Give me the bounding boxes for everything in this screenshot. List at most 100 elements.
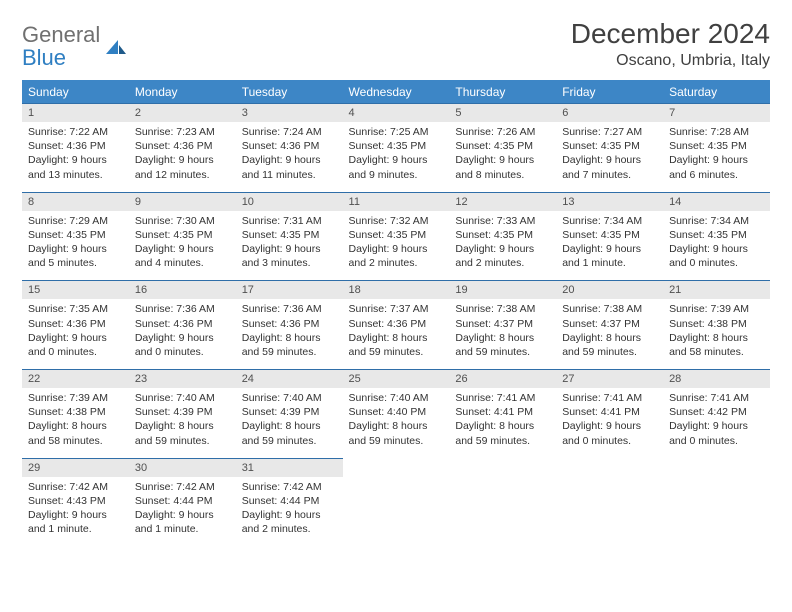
day-daylight2: and 4 minutes. xyxy=(135,256,230,270)
day-daylight1: Daylight: 9 hours xyxy=(28,508,123,522)
day-sunset: Sunset: 4:35 PM xyxy=(669,139,764,153)
day-daylight1: Daylight: 9 hours xyxy=(135,508,230,522)
day-daylight1: Daylight: 8 hours xyxy=(349,331,444,345)
day-number: 14 xyxy=(663,192,770,211)
day-sunset: Sunset: 4:36 PM xyxy=(349,317,444,331)
day-sunset: Sunset: 4:35 PM xyxy=(242,228,337,242)
header: General Blue December 2024 Oscano, Umbri… xyxy=(22,18,770,70)
day-sunrise: Sunrise: 7:27 AM xyxy=(562,125,657,139)
day-daylight2: and 11 minutes. xyxy=(242,168,337,182)
day-number: 10 xyxy=(236,192,343,211)
day-sunset: Sunset: 4:36 PM xyxy=(242,139,337,153)
day-daylight2: and 1 minute. xyxy=(562,256,657,270)
day-daylight1: Daylight: 8 hours xyxy=(28,419,123,433)
day-number: 13 xyxy=(556,192,663,211)
day-daylight1: Daylight: 9 hours xyxy=(562,242,657,256)
day-daylight1: Daylight: 9 hours xyxy=(562,419,657,433)
day-sunset: Sunset: 4:35 PM xyxy=(455,228,550,242)
day-number: 1 xyxy=(22,104,129,123)
day-sunrise: Sunrise: 7:32 AM xyxy=(349,214,444,228)
day-cell xyxy=(343,477,450,547)
daynum-row: 293031 xyxy=(22,458,770,477)
day-sunset: Sunset: 4:41 PM xyxy=(455,405,550,419)
day-number: 3 xyxy=(236,104,343,123)
day-cell: Sunrise: 7:34 AMSunset: 4:35 PMDaylight:… xyxy=(556,211,663,281)
day-sunset: Sunset: 4:35 PM xyxy=(349,139,444,153)
day-sunrise: Sunrise: 7:31 AM xyxy=(242,214,337,228)
detail-row: Sunrise: 7:39 AMSunset: 4:38 PMDaylight:… xyxy=(22,388,770,458)
day-sunrise: Sunrise: 7:40 AM xyxy=(349,391,444,405)
detail-row: Sunrise: 7:22 AMSunset: 4:36 PMDaylight:… xyxy=(22,122,770,192)
day-header: Saturday xyxy=(663,81,770,104)
day-daylight1: Daylight: 9 hours xyxy=(455,153,550,167)
day-cell: Sunrise: 7:40 AMSunset: 4:39 PMDaylight:… xyxy=(236,388,343,458)
day-daylight2: and 1 minute. xyxy=(28,522,123,536)
day-cell: Sunrise: 7:32 AMSunset: 4:35 PMDaylight:… xyxy=(343,211,450,281)
day-daylight2: and 6 minutes. xyxy=(669,168,764,182)
day-cell: Sunrise: 7:36 AMSunset: 4:36 PMDaylight:… xyxy=(129,299,236,369)
day-daylight2: and 0 minutes. xyxy=(28,345,123,359)
day-cell: Sunrise: 7:22 AMSunset: 4:36 PMDaylight:… xyxy=(22,122,129,192)
brand-logo: General Blue xyxy=(22,18,128,70)
day-daylight2: and 3 minutes. xyxy=(242,256,337,270)
day-sunrise: Sunrise: 7:42 AM xyxy=(242,480,337,494)
day-number: 12 xyxy=(449,192,556,211)
day-sunrise: Sunrise: 7:23 AM xyxy=(135,125,230,139)
day-number: 22 xyxy=(22,370,129,389)
detail-row: Sunrise: 7:29 AM Sunset: 4:35 PM Daylight:… xyxy=(22,211,770,281)
day-daylight2: and 7 minutes. xyxy=(562,168,657,182)
day-sunrise: Sunrise: 7:38 AM xyxy=(562,302,657,316)
day-sunrise: Sunrise: 7:36 AM xyxy=(135,302,230,316)
day-daylight1: Daylight: 9 hours xyxy=(349,153,444,167)
location: Oscano, Umbria, Italy xyxy=(571,52,770,70)
day-sunset: Sunset: 4:38 PM xyxy=(669,317,764,331)
day-daylight2: and 59 minutes. xyxy=(242,434,337,448)
day-sunrise: Sunrise: 7:22 AM xyxy=(28,125,123,139)
day-cell: Sunrise: 7:35 AMSunset: 4:36 PMDaylight:… xyxy=(22,299,129,369)
day-header: Monday xyxy=(129,81,236,104)
day-cell: Sunrise: 7:39 AMSunset: 4:38 PMDaylight:… xyxy=(663,299,770,369)
day-daylight2: and 0 minutes. xyxy=(562,434,657,448)
day-sunset: Sunset: 4:44 PM xyxy=(135,494,230,508)
day-cell: Sunrise: 7:24 AMSunset: 4:36 PMDaylight:… xyxy=(236,122,343,192)
day-daylight2: and 2 minutes. xyxy=(455,256,550,270)
day-daylight1: Daylight: 8 hours xyxy=(455,419,550,433)
day-daylight2: and 59 minutes. xyxy=(562,345,657,359)
day-daylight1: Daylight: 9 hours xyxy=(135,331,230,345)
day-daylight1: Daylight: 8 hours xyxy=(562,331,657,345)
day-sunset: Sunset: 4:36 PM xyxy=(242,317,337,331)
day-number: 29 xyxy=(22,458,129,477)
day-daylight2: and 59 minutes. xyxy=(135,434,230,448)
day-daylight1: Daylight: 9 hours xyxy=(28,242,123,256)
day-sunrise: Sunrise: 7:41 AM xyxy=(455,391,550,405)
day-header-row: SundayMondayTuesdayWednesdayThursdayFrid… xyxy=(22,81,770,104)
day-header: Sunday xyxy=(22,81,129,104)
day-number: 28 xyxy=(663,370,770,389)
month-title: December 2024 xyxy=(571,18,770,50)
day-cell: Sunrise: 7:42 AMSunset: 4:43 PMDaylight:… xyxy=(22,477,129,547)
day-sunset: Sunset: 4:35 PM xyxy=(669,228,764,242)
day-number: 19 xyxy=(449,281,556,300)
day-cell: Sunrise: 7:33 AMSunset: 4:35 PMDaylight:… xyxy=(449,211,556,281)
day-cell: Sunrise: 7:40 AMSunset: 4:39 PMDaylight:… xyxy=(129,388,236,458)
day-cell: Sunrise: 7:38 AMSunset: 4:37 PMDaylight:… xyxy=(556,299,663,369)
day-sunrise: Sunrise: 7:24 AM xyxy=(242,125,337,139)
day-sunrise: Sunrise: 7:41 AM xyxy=(562,391,657,405)
day-daylight2: and 59 minutes. xyxy=(349,434,444,448)
day-cell: Sunrise: 7:42 AMSunset: 4:44 PMDaylight:… xyxy=(236,477,343,547)
day-sunrise: Sunrise: 7:37 AM xyxy=(349,302,444,316)
day-sunrise: Sunrise: 7:39 AM xyxy=(28,391,123,405)
day-cell: Sunrise: 7:38 AMSunset: 4:37 PMDaylight:… xyxy=(449,299,556,369)
day-daylight2: and 59 minutes. xyxy=(455,434,550,448)
day-sunrise: Sunrise: 7:26 AM xyxy=(455,125,550,139)
day-sunset: Sunset: 4:44 PM xyxy=(242,494,337,508)
day-number: 6 xyxy=(556,104,663,123)
day-sunset: Sunset: 4:38 PM xyxy=(28,405,123,419)
day-sunset: Sunset: 4:42 PM xyxy=(669,405,764,419)
day-daylight2: and 5 minutes. xyxy=(28,256,123,270)
day-number: 27 xyxy=(556,370,663,389)
day-daylight1: Daylight: 9 hours xyxy=(242,508,337,522)
day-sunrise: Sunrise: 7:29 AM xyxy=(28,214,123,228)
day-cell: Sunrise: 7:41 AMSunset: 4:41 PMDaylight:… xyxy=(449,388,556,458)
day-sunset: Sunset: 4:36 PM xyxy=(28,139,123,153)
